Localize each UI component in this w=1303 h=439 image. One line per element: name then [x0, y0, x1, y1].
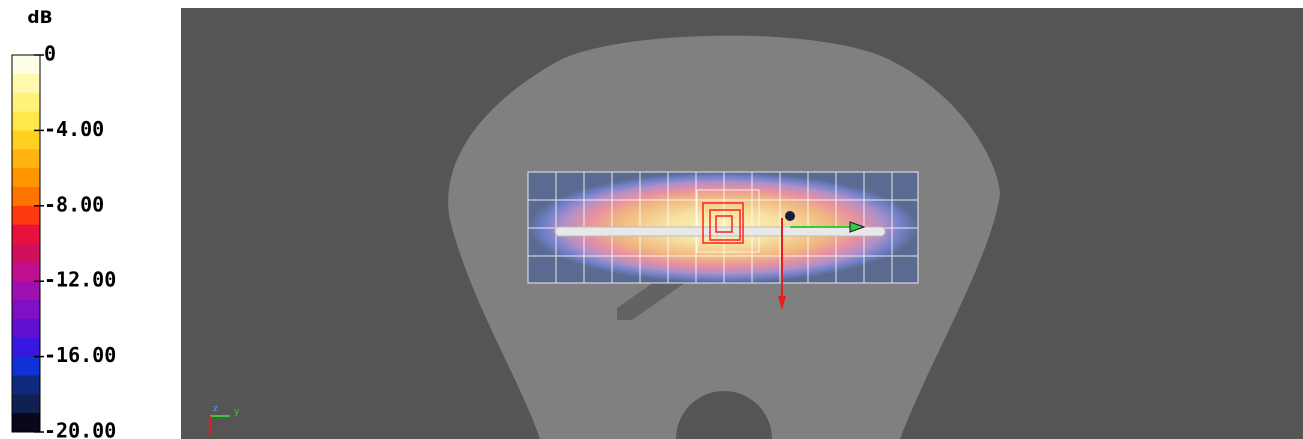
color-swatch [12, 375, 40, 395]
color-swatch [12, 149, 40, 169]
color-swatch [12, 168, 40, 188]
color-legend: dB 0 -4.00 -8.00 -12.00 -16.00 -20.00 [11, 8, 116, 439]
color-swatch [12, 186, 40, 207]
axis-y-label: y [234, 407, 240, 417]
z-arrow-head [778, 296, 786, 310]
legend-tick-label: -16.00 [44, 343, 116, 367]
axes-indicator: y z [209, 404, 240, 436]
color-swatch [12, 300, 40, 320]
color-swatch [12, 413, 40, 433]
color-swatch [12, 55, 40, 75]
legend-tick-label: 0 [44, 42, 56, 66]
color-swatch [12, 281, 40, 301]
legend-ticks: 0 -4.00 -8.00 -12.00 -16.00 -20.00 [34, 42, 116, 439]
color-bar [11, 54, 41, 433]
color-swatch [12, 394, 40, 414]
color-swatch [12, 356, 40, 376]
color-swatch [12, 130, 40, 150]
legend-tick-label: -12.00 [44, 268, 116, 292]
color-swatch [12, 318, 40, 339]
legend-tick-label: -4.00 [44, 117, 104, 141]
color-swatch [12, 243, 40, 263]
color-swatch [12, 111, 40, 131]
color-swatch [12, 337, 40, 358]
viewport: y z [181, 8, 1303, 439]
color-swatch [12, 262, 40, 282]
color-bar-frame [11, 54, 41, 433]
color-swatch [12, 224, 40, 244]
legend-tick-label: -20.00 [44, 419, 116, 439]
origin-point [785, 211, 795, 221]
color-swatch [12, 73, 40, 94]
color-swatch [12, 92, 40, 113]
color-swatch [12, 205, 40, 226]
axis-z-label: z [213, 404, 218, 414]
legend-tick-label: -8.00 [44, 192, 104, 216]
legend-title: dB [27, 8, 52, 28]
y-arrow-head [849, 221, 866, 233]
source-cubes [702, 202, 744, 244]
